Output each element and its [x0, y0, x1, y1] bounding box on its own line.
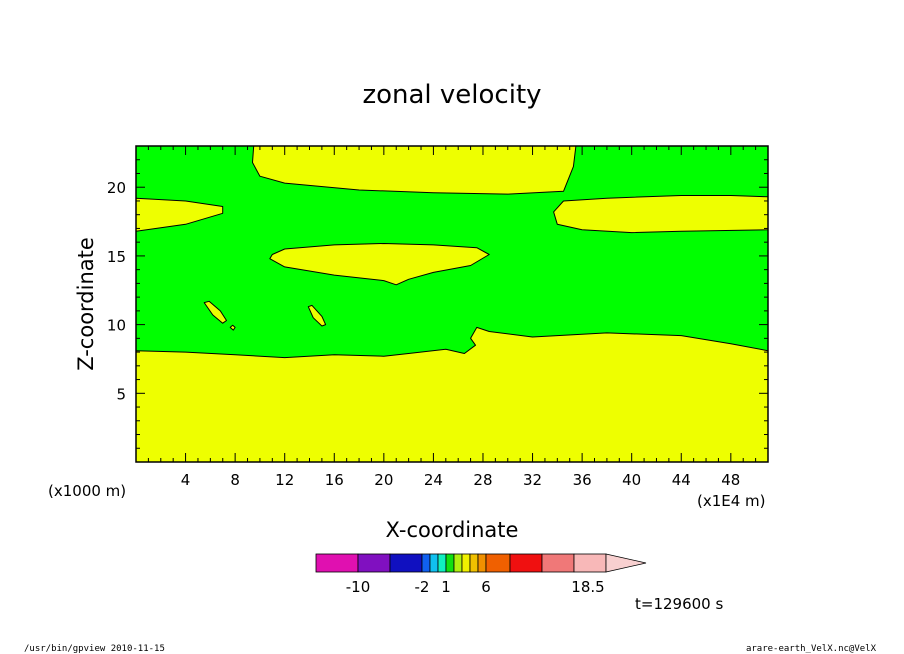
colorbar-tick-label: 6 [481, 578, 491, 596]
y-tick-label: 10 [107, 317, 126, 335]
x-tick-label: 44 [672, 471, 691, 489]
colorbar-swatch [429, 553, 439, 573]
contour-regions [136, 146, 768, 462]
colorbar-swatch [445, 553, 455, 573]
time-label: t=129600 s [635, 595, 723, 613]
contour-region-6 [229, 324, 236, 331]
x-tick-label: 4 [181, 471, 191, 489]
colorbar-swatch [573, 553, 607, 573]
colorbar [315, 553, 647, 573]
contour-region-5 [203, 300, 227, 324]
contour-region-4 [269, 243, 490, 286]
colorbar-tick-label: -10 [346, 578, 371, 596]
chart-title: zonal velocity [362, 80, 541, 110]
colorbar-swatch [469, 553, 479, 573]
colorbar-swatch [453, 553, 463, 573]
y-tick-label: 20 [107, 179, 126, 197]
x-tick-label: 16 [325, 471, 344, 489]
x-tick-label: 20 [374, 471, 393, 489]
footer-left: /usr/bin/gpview 2010-11-15 [24, 644, 165, 654]
x-tick-label: 12 [275, 471, 294, 489]
y-tick-label: 5 [116, 385, 126, 403]
x-axis-ticks: 4 8 12 16 20 24 28 32 36 40 44 48 [147, 146, 757, 489]
x-tick-label: 28 [473, 471, 492, 489]
y-axis-ticks: 5 10 15 20 [107, 159, 768, 449]
contour-region-2 [136, 197, 224, 232]
colorbar-swatch [389, 553, 423, 573]
plot-frame [135, 145, 769, 463]
colorbar-tick-labels: -10 -2 1 6 18.5 [346, 578, 605, 596]
x-unit-label: (x1E4 m) [697, 492, 766, 510]
contour-region-7 [307, 304, 327, 327]
colorbar-swatch [315, 553, 359, 573]
y-tick-label: 15 [107, 248, 126, 266]
colorbar-swatch [461, 553, 471, 573]
x-tick-label: 8 [230, 471, 240, 489]
footer-right: arare-earth_VelX.nc@VelX [746, 644, 877, 654]
colorbar-swatch [437, 553, 447, 573]
x-tick-label: 24 [424, 471, 443, 489]
colorbar-swatch [421, 553, 431, 573]
x-tick-label: 40 [622, 471, 641, 489]
y-unit-label: (x1000 m) [48, 482, 126, 500]
y-axis-label: Z-coordinate [74, 237, 98, 371]
contour-region-3 [553, 195, 768, 234]
x-tick-label: 48 [721, 471, 740, 489]
colorbar-swatch [509, 553, 543, 573]
x-tick-label: 36 [573, 471, 592, 489]
colorbar-tick-label: 1 [441, 578, 451, 596]
colorbar-swatch [541, 553, 575, 573]
colorbar-tick-label: -2 [415, 578, 430, 596]
contour-region-1 [252, 146, 577, 195]
colorbar-swatch [485, 553, 511, 573]
colorbar-arrow [605, 553, 647, 573]
x-axis-label: X-coordinate [386, 518, 519, 542]
x-tick-label: 32 [523, 471, 542, 489]
colorbar-tick-label: 18.5 [571, 578, 604, 596]
contour-region-0 [136, 326, 768, 462]
colorbar-swatch [477, 553, 487, 573]
colorbar-swatch [357, 553, 391, 573]
